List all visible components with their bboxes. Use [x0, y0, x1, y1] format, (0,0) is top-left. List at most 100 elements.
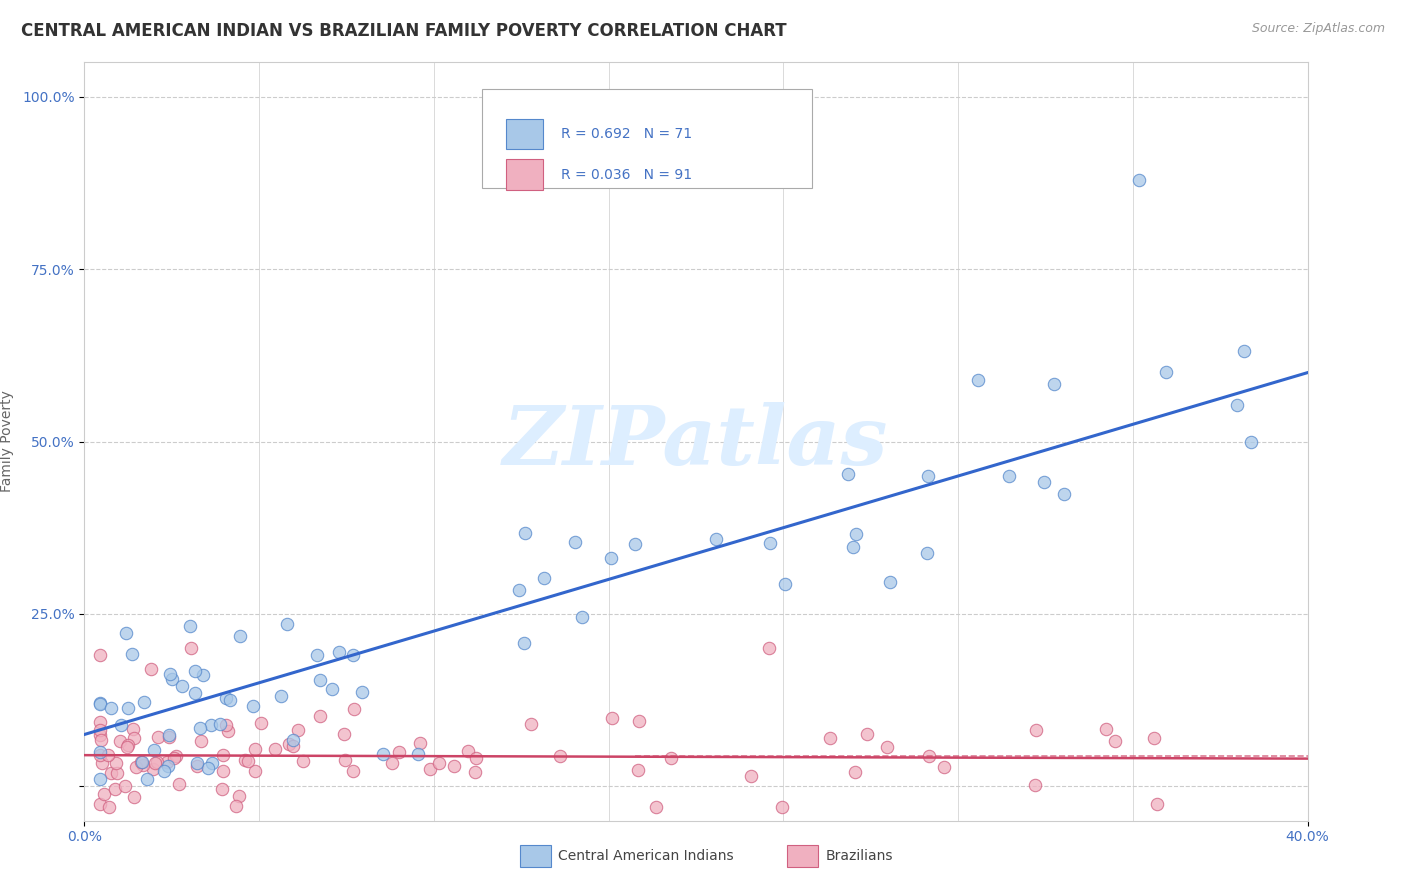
Point — [89, 728, 111, 742]
Point — [818, 731, 841, 745]
Point — [321, 682, 343, 697]
Point — [142, 762, 165, 776]
Point — [115, 739, 138, 754]
Point — [250, 715, 273, 730]
Text: Source: ZipAtlas.com: Source: ZipAtlas.com — [1251, 22, 1385, 36]
Point — [142, 742, 165, 756]
Point — [115, 626, 138, 640]
Point — [1053, 487, 1076, 501]
Point — [645, 800, 668, 814]
Point — [1146, 797, 1168, 811]
Point — [131, 758, 153, 772]
Text: Brazilians: Brazilians — [825, 849, 893, 863]
Point — [342, 648, 364, 662]
Point — [159, 667, 181, 681]
Point — [623, 537, 645, 551]
Point — [1024, 779, 1046, 793]
Point — [121, 648, 143, 662]
Point — [135, 772, 157, 787]
Point — [845, 527, 868, 541]
Point — [122, 731, 145, 746]
Point — [165, 749, 187, 764]
Point — [352, 685, 374, 699]
Point — [201, 756, 224, 770]
Point — [571, 610, 593, 624]
Point — [915, 546, 938, 560]
Point — [307, 648, 329, 663]
Point — [856, 727, 879, 741]
Point — [292, 755, 315, 769]
Point — [236, 754, 259, 768]
Point — [520, 717, 543, 731]
Point — [548, 748, 571, 763]
Point — [242, 698, 264, 713]
Point — [627, 763, 650, 777]
Point — [371, 747, 394, 761]
Point — [89, 697, 111, 711]
Point — [209, 717, 232, 731]
Point — [770, 800, 793, 814]
Point — [388, 746, 411, 760]
Point — [1094, 722, 1116, 736]
Point — [90, 756, 112, 771]
Point — [89, 797, 111, 811]
Point — [104, 781, 127, 796]
Point — [1128, 172, 1150, 186]
Point — [1226, 398, 1249, 412]
Point — [156, 755, 179, 769]
Point — [100, 701, 122, 715]
Text: R = 0.692   N = 71: R = 0.692 N = 71 — [561, 127, 693, 141]
Point — [129, 755, 152, 769]
Point — [328, 645, 350, 659]
Point — [243, 741, 266, 756]
Point — [263, 742, 285, 756]
Point — [188, 721, 211, 735]
Point — [141, 662, 163, 676]
Point — [114, 779, 136, 793]
Point — [308, 709, 330, 723]
Point — [443, 759, 465, 773]
Point — [89, 747, 111, 762]
Point — [200, 718, 222, 732]
Point — [740, 769, 762, 783]
Point — [1043, 376, 1066, 391]
Point — [146, 756, 169, 770]
Point — [179, 619, 201, 633]
Point — [342, 701, 364, 715]
Point — [105, 766, 128, 780]
Point — [1233, 344, 1256, 359]
Point — [1143, 731, 1166, 746]
Point — [153, 764, 176, 778]
Point — [277, 737, 299, 751]
Point — [599, 550, 621, 565]
Point — [879, 574, 901, 589]
Point — [89, 648, 111, 663]
Point — [89, 696, 111, 710]
Point — [131, 756, 153, 770]
FancyBboxPatch shape — [506, 160, 543, 190]
Point — [842, 540, 865, 554]
Point — [628, 714, 651, 728]
Point — [464, 750, 486, 764]
Point — [844, 764, 866, 779]
Point — [93, 787, 115, 801]
Point — [215, 690, 238, 705]
Point — [508, 583, 530, 598]
Point — [121, 722, 143, 736]
Point — [1033, 475, 1056, 489]
Point — [309, 673, 332, 687]
Point — [276, 616, 298, 631]
Text: ZIPatlas: ZIPatlas — [503, 401, 889, 482]
Point — [758, 535, 780, 549]
Point — [190, 733, 212, 747]
Point — [197, 761, 219, 775]
Point — [162, 672, 184, 686]
Point — [108, 734, 131, 748]
Point — [89, 723, 111, 738]
Point — [211, 782, 233, 797]
Point — [758, 641, 780, 656]
Point — [97, 800, 120, 814]
Point — [228, 789, 250, 803]
Point — [283, 739, 305, 753]
Text: Central American Indians: Central American Indians — [558, 849, 734, 863]
